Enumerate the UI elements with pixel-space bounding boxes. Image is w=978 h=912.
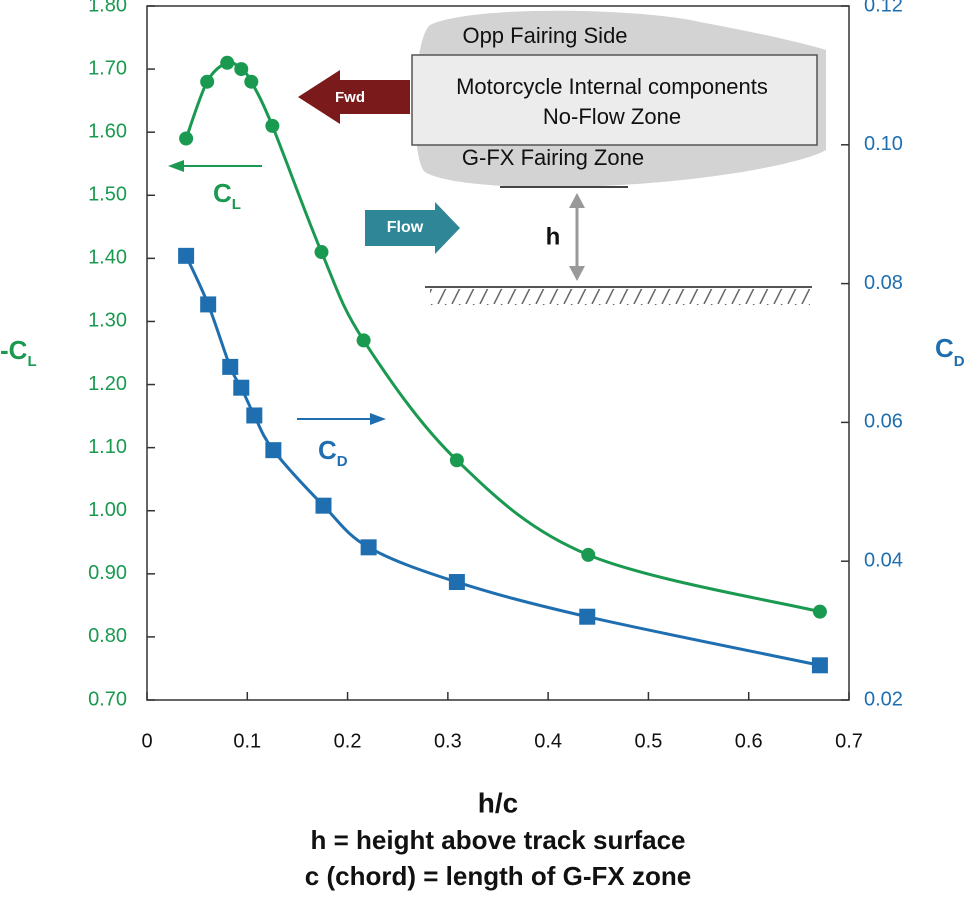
y2-tick-label: 0.12: [864, 0, 903, 16]
label-main: C: [935, 333, 954, 363]
y-tick-label: 1.30: [88, 310, 127, 332]
y-tick-label: 1.60: [88, 120, 127, 142]
y2-tick-label: 0.04: [864, 549, 903, 571]
y2-tick-label: 0.08: [864, 272, 903, 294]
x-tick-label: 0.1: [233, 730, 261, 752]
x-tick-label: 0.4: [534, 730, 562, 752]
cl-arrow-head: [168, 160, 184, 172]
marker: [581, 547, 596, 562]
y2-tick-label: 0.06: [864, 411, 903, 433]
marker: [448, 574, 465, 591]
marker: [356, 333, 371, 348]
marker: [265, 118, 280, 133]
y-tick-label: 0.70: [88, 688, 127, 710]
marker: [233, 379, 250, 396]
marker: [812, 604, 827, 619]
annotation: Flow: [387, 219, 424, 236]
x-tick-label: 0.5: [635, 730, 663, 752]
fwd-arrow: [298, 70, 410, 124]
cd-arrow-head: [370, 413, 386, 425]
y2-axis-label: CD: [935, 333, 965, 370]
marker: [579, 608, 596, 625]
y-tick-label: 0.80: [88, 625, 127, 647]
x-tick-label: 0.2: [334, 730, 362, 752]
y-tick-label: 1.70: [88, 57, 127, 79]
y-axis-label: -CL: [0, 335, 37, 370]
y-tick-label: 1.00: [88, 499, 127, 521]
ground-hatch: [430, 289, 810, 305]
annotation: h: [546, 223, 561, 250]
marker: [234, 62, 249, 77]
annotation: Opp Fairing Side: [462, 23, 627, 48]
marker: [220, 55, 235, 70]
legend-label: CD: [318, 435, 348, 470]
annotation: No-Flow Zone: [543, 104, 681, 129]
note: h = height above track surface: [311, 825, 686, 855]
no-flow-zone: [411, 54, 818, 146]
x-tick-label: 0.6: [735, 730, 763, 752]
y-tick-label: 0.90: [88, 562, 127, 584]
y-tick-label: 1.20: [88, 373, 127, 395]
marker: [200, 74, 215, 89]
marker: [179, 131, 194, 146]
marker: [314, 245, 329, 260]
label-main: -C: [0, 335, 28, 365]
x-tick-label: 0: [141, 730, 152, 752]
x-tick-label: 0.7: [835, 730, 863, 752]
annotation: G-FX Fairing Zone: [462, 145, 644, 170]
legend-sub: D: [337, 453, 348, 470]
y-tick-label: 1.40: [88, 247, 127, 269]
marker: [246, 407, 263, 424]
marker: [200, 296, 217, 313]
x-tick-label: 0.3: [434, 730, 462, 752]
flow-arrow: [365, 202, 460, 254]
legend-text: C: [213, 178, 232, 208]
label-sub: L: [27, 353, 36, 370]
legend-text: C: [318, 435, 337, 465]
annotation: Fwd: [335, 89, 365, 106]
legend-sub: L: [232, 196, 241, 213]
y-tick-label: 1.80: [88, 0, 127, 16]
legend-label: CL: [213, 178, 241, 213]
marker: [449, 453, 464, 468]
marker: [315, 497, 332, 514]
note: c (chord) = length of G-FX zone: [305, 861, 691, 891]
label-sub: D: [954, 353, 965, 370]
marker: [178, 247, 195, 264]
marker: [244, 74, 259, 89]
y-tick-label: 1.50: [88, 184, 127, 206]
annotation: Motorcycle Internal components: [456, 74, 768, 99]
y2-tick-label: 0.10: [864, 133, 903, 155]
marker: [222, 358, 239, 375]
plot-frame: [146, 5, 850, 701]
y2-tick-label: 0.02: [864, 688, 903, 710]
marker: [811, 657, 828, 674]
series-line: [184, 255, 821, 667]
marker: [265, 442, 282, 459]
marker: [360, 539, 377, 556]
y-tick-label: 1.10: [88, 436, 127, 458]
x-axis-label: h/c: [478, 787, 518, 818]
